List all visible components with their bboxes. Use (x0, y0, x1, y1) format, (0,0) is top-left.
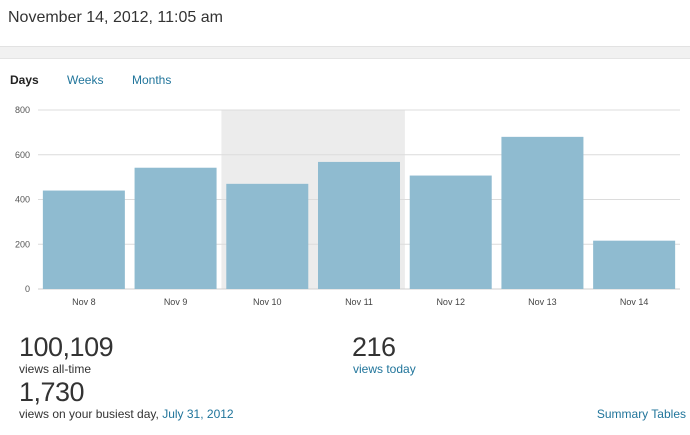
y-tick-label: 800 (15, 105, 30, 115)
y-tick-label: 200 (15, 239, 30, 249)
today-views-value: 216 (352, 332, 396, 362)
busiest-day-label: views on your busiest day, (19, 407, 159, 421)
busiest-day-date-link[interactable]: July 31, 2012 (162, 407, 234, 421)
y-tick-label: 600 (15, 150, 30, 160)
bar-nov-8[interactable] (42, 190, 125, 289)
bar-nov-9[interactable] (134, 167, 217, 289)
today-views-link[interactable]: views today (353, 362, 416, 376)
header-bar: November 14, 2012, 11:05 am (0, 0, 690, 47)
divider-band (0, 47, 690, 59)
y-tick-labels: 0 200 400 600 800 (15, 105, 30, 294)
summary-tables-link[interactable]: Summary Tables (596, 407, 686, 421)
tab-days[interactable]: Days (10, 73, 39, 87)
bar-nov-12[interactable] (409, 175, 492, 289)
x-tick-label: Nov 9 (164, 297, 188, 307)
x-tick-label: Nov 10 (253, 297, 282, 307)
bars (42, 136, 676, 289)
bar-nov-13[interactable] (501, 136, 584, 289)
x-tick-label: Nov 11 (345, 297, 373, 307)
bar-nov-10[interactable] (226, 183, 309, 289)
x-tick-label: Nov 13 (528, 297, 557, 307)
total-views-label: views all-time (19, 362, 92, 376)
x-tick-labels: Nov 8 Nov 9 Nov 10 Nov 11 Nov 12 Nov 13 Nov 14 (72, 297, 648, 307)
tab-weeks[interactable]: Weeks (67, 73, 104, 87)
busiest-day-line: views on your busiest day, July 31, 2012 (19, 407, 234, 421)
page-title: November 14, 2012, 11:05 am (8, 9, 223, 26)
y-tick-label: 0 (25, 284, 30, 294)
x-tick-label: Nov 12 (436, 297, 465, 307)
x-tick-label: Nov 14 (620, 297, 649, 307)
bar-nov-14[interactable] (593, 240, 676, 289)
y-tick-label: 400 (15, 195, 30, 205)
busiest-day-value: 1,730 (19, 377, 85, 407)
bar-nov-11[interactable] (318, 161, 400, 289)
tab-months[interactable]: Months (132, 73, 172, 87)
x-tick-label: Nov 8 (72, 297, 96, 307)
total-views-value: 100,109 (19, 332, 114, 362)
